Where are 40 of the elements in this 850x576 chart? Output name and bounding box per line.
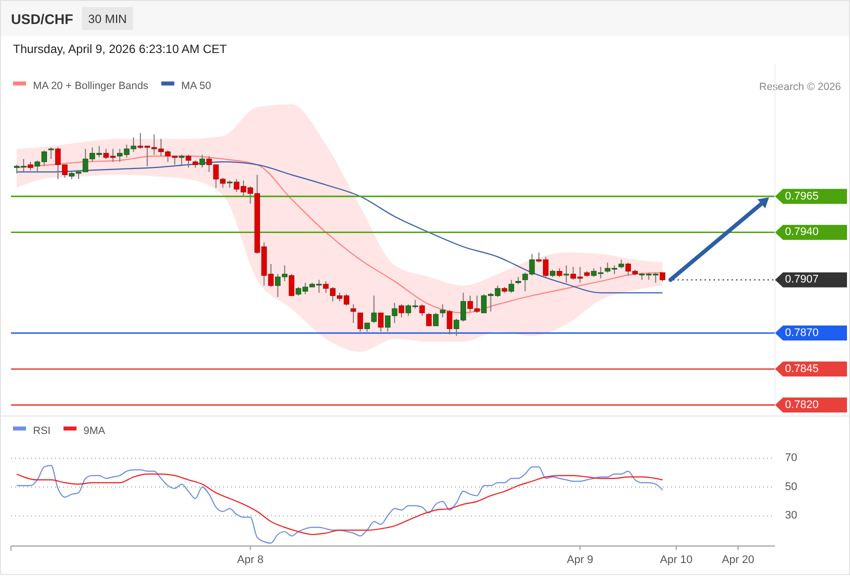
legend-label: MA 20 + Bollinger Bands (33, 80, 148, 92)
chart-subtitle: 30 MIN (88, 12, 127, 26)
y-tick-label: 0.7907 (785, 274, 819, 286)
candlestick (398, 304, 404, 318)
candlestick (564, 264, 570, 284)
candlestick (378, 312, 384, 332)
candlestick (48, 146, 54, 160)
x-tick-label: Apr 10 (660, 554, 692, 566)
candlestick (288, 274, 294, 296)
y-tick-label: 0.7820 (785, 398, 819, 411)
candlestick (357, 312, 363, 332)
y-tick-label: 0.7870 (785, 326, 819, 339)
candlestick (178, 154, 184, 166)
y-tick-label: 0.7845 (785, 362, 819, 375)
legend-label: MA 50 (181, 80, 212, 92)
legend-label: 9MA (84, 424, 106, 437)
legend-label: RSI (33, 424, 51, 437)
candlestick (440, 304, 446, 318)
candlestick (371, 295, 377, 324)
x-tick-label: Apr 20 (722, 554, 754, 566)
candlestick (350, 304, 356, 324)
text: Thursday, April 9, 2026 6:23:10 AM CET (13, 42, 228, 56)
candlestick (446, 310, 452, 335)
candlestick (419, 304, 425, 316)
y-tick-label: 70 (785, 452, 798, 464)
x-tick-label: Apr 8 (237, 554, 264, 566)
line-series (16, 474, 664, 536)
annotation: Research © 2026 (759, 81, 842, 93)
candlestick (426, 312, 432, 326)
y-tick-label: 30 (785, 510, 798, 522)
y-tick-label: 50 (785, 480, 798, 493)
chart-title: USD/CHF (11, 11, 74, 27)
candlestick (186, 154, 192, 168)
candlestick (433, 312, 439, 326)
y-tick-label: 0.7965 (785, 190, 819, 202)
line-series (16, 464, 664, 544)
x-tick-label: Apr 9 (566, 554, 594, 566)
candlestick (199, 154, 205, 168)
candlestick (508, 279, 514, 294)
y-tick-label: 0.7940 (785, 226, 819, 238)
